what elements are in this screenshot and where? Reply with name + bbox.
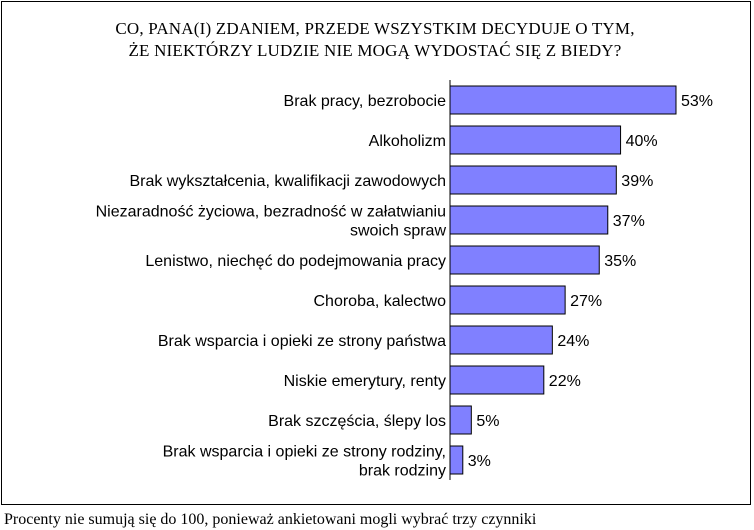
category-label-5: Lenistwo, niechęć do podejmowania pracy — [145, 253, 446, 270]
value-label-8: 22% — [549, 373, 581, 390]
category-label-9: Brak szczęścia, ślepy los — [268, 413, 446, 430]
bar-8 — [449, 365, 545, 395]
bar-3 — [449, 165, 617, 195]
value-label-2: 40% — [626, 133, 658, 150]
category-label-7: Brak wsparcia i opieki ze strony państwa — [158, 333, 446, 350]
bar-9 — [449, 405, 472, 435]
bar-7 — [449, 325, 553, 355]
bar-2 — [449, 125, 622, 155]
value-label-3: 39% — [621, 173, 653, 190]
bar-10 — [449, 445, 464, 475]
category-label-8: Niskie emerytury, renty — [284, 373, 446, 390]
value-label-10: 3% — [468, 453, 491, 470]
bar-chart: 53% Brak pracy, bezrobocie 40% Alkoholizm 39… — [96, 80, 713, 480]
chart-frame — [1, 1, 751, 505]
category-label-3: Brak wykształcenia, kwalifikacji zawodow… — [129, 173, 446, 190]
category-label-10: Brak wsparcia i opieki ze strony rodziny… — [163, 444, 446, 480]
value-label-7: 24% — [557, 333, 589, 350]
category-label-2: Alkoholizm — [369, 133, 446, 150]
bar-5 — [449, 245, 600, 275]
value-label-6: 27% — [570, 293, 602, 310]
chart-title: CO, PANA(I) ZDANIEM, PRZEDE WSZYSTKIM DE… — [115, 19, 635, 60]
value-label-5: 35% — [604, 253, 636, 270]
footnote: Procenty nie sumują się do 100, ponieważ… — [4, 511, 537, 528]
bar-4 — [449, 205, 609, 235]
value-label-4: 37% — [613, 213, 645, 230]
value-label-1: 53% — [681, 93, 713, 110]
category-label-1: Brak pracy, bezrobocie — [284, 93, 447, 110]
category-label-6: Choroba, kalectwo — [313, 293, 446, 310]
category-label-4: Niezaradność życiowa, bezradność w załat… — [96, 204, 447, 240]
bar-1 — [449, 85, 677, 115]
bar-6 — [449, 285, 566, 315]
value-label-9: 5% — [476, 413, 499, 430]
